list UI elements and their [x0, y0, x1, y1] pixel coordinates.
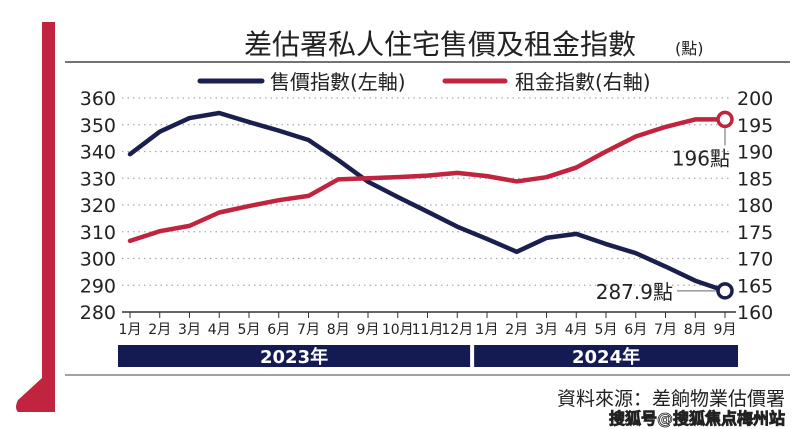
watermark: 搜狐号@搜狐焦点梅州站 [609, 409, 785, 428]
y-right-tick-label: 175 [737, 222, 773, 244]
x-tick-label: 7月 [654, 322, 677, 338]
y-left-tick-label: 290 [80, 275, 116, 297]
year-label: 2024年 [572, 346, 640, 368]
year-band [474, 345, 738, 367]
y-left-tick-label: 360 [80, 88, 116, 110]
y-right-tick-label: 165 [737, 275, 773, 297]
end-point-marker [716, 110, 734, 129]
legend-label-price: 售價指數(左軸) [270, 70, 406, 94]
year-label: 2023年 [260, 346, 328, 368]
y-right-tick-label: 195 [737, 115, 773, 137]
y-right-tick-label: 160 [737, 302, 773, 324]
chart-title-unit: (點) [675, 39, 704, 58]
annotation-label-price: 287.9點 [596, 280, 673, 304]
x-tick-label: 9月 [714, 322, 737, 338]
x-tick-label: 1月 [476, 322, 499, 338]
x-tick-label: 8月 [684, 322, 707, 338]
decorative-red-bar [16, 22, 55, 412]
x-tick-label: 3月 [178, 322, 201, 338]
x-tick-label: 5月 [238, 322, 261, 338]
legend-label-rent: 租金指數(右軸) [515, 70, 651, 94]
y-left-tick-label: 350 [80, 115, 116, 137]
x-tick-label: 7月 [297, 322, 320, 338]
source-note: 資料來源：差餉物業估價署 [557, 388, 785, 410]
y-right-tick-label: 200 [737, 88, 773, 110]
x-tick-label: 4月 [565, 322, 588, 338]
x-tick-label: 6月 [267, 322, 290, 338]
y-left-tick-label: 310 [80, 222, 116, 244]
y-right-tick-label: 170 [737, 249, 773, 271]
x-tick-label: 3月 [535, 322, 558, 338]
y-left-tick-label: 280 [80, 302, 116, 324]
chart-title: 差估署私人住宅售價及租金指數 [244, 28, 636, 61]
series-line-rent [127, 117, 728, 244]
y-left-tick-label: 320 [80, 195, 116, 217]
x-tick-label: 10月 [382, 322, 414, 338]
y-left-tick-label: 300 [80, 249, 116, 271]
y-left-tick-label: 330 [80, 168, 116, 190]
year-band [118, 345, 471, 367]
x-tick-label: 8月 [327, 322, 350, 338]
end-point-marker [716, 282, 734, 300]
x-tick-label: 5月 [595, 322, 618, 338]
y-right-tick-label: 180 [737, 195, 773, 217]
x-tick-label: 6月 [624, 322, 647, 338]
x-tick-label: 12月 [441, 322, 473, 338]
x-tick-label: 2月 [148, 322, 171, 338]
series-line-price [127, 110, 728, 294]
x-tick-label: 4月 [208, 322, 231, 338]
annotation-label-rent: 196點 [672, 146, 730, 170]
y-right-tick-label: 185 [737, 168, 773, 190]
x-tick-label: 9月 [357, 322, 380, 338]
x-tick-label: 2月 [505, 322, 528, 338]
y-left-tick-label: 340 [80, 142, 116, 164]
y-right-tick-label: 190 [737, 142, 773, 164]
x-tick-label: 11月 [412, 322, 444, 338]
x-tick-label: 1月 [119, 322, 142, 338]
legend: 售價指數(左軸) 租金指數(右軸) [197, 70, 651, 94]
